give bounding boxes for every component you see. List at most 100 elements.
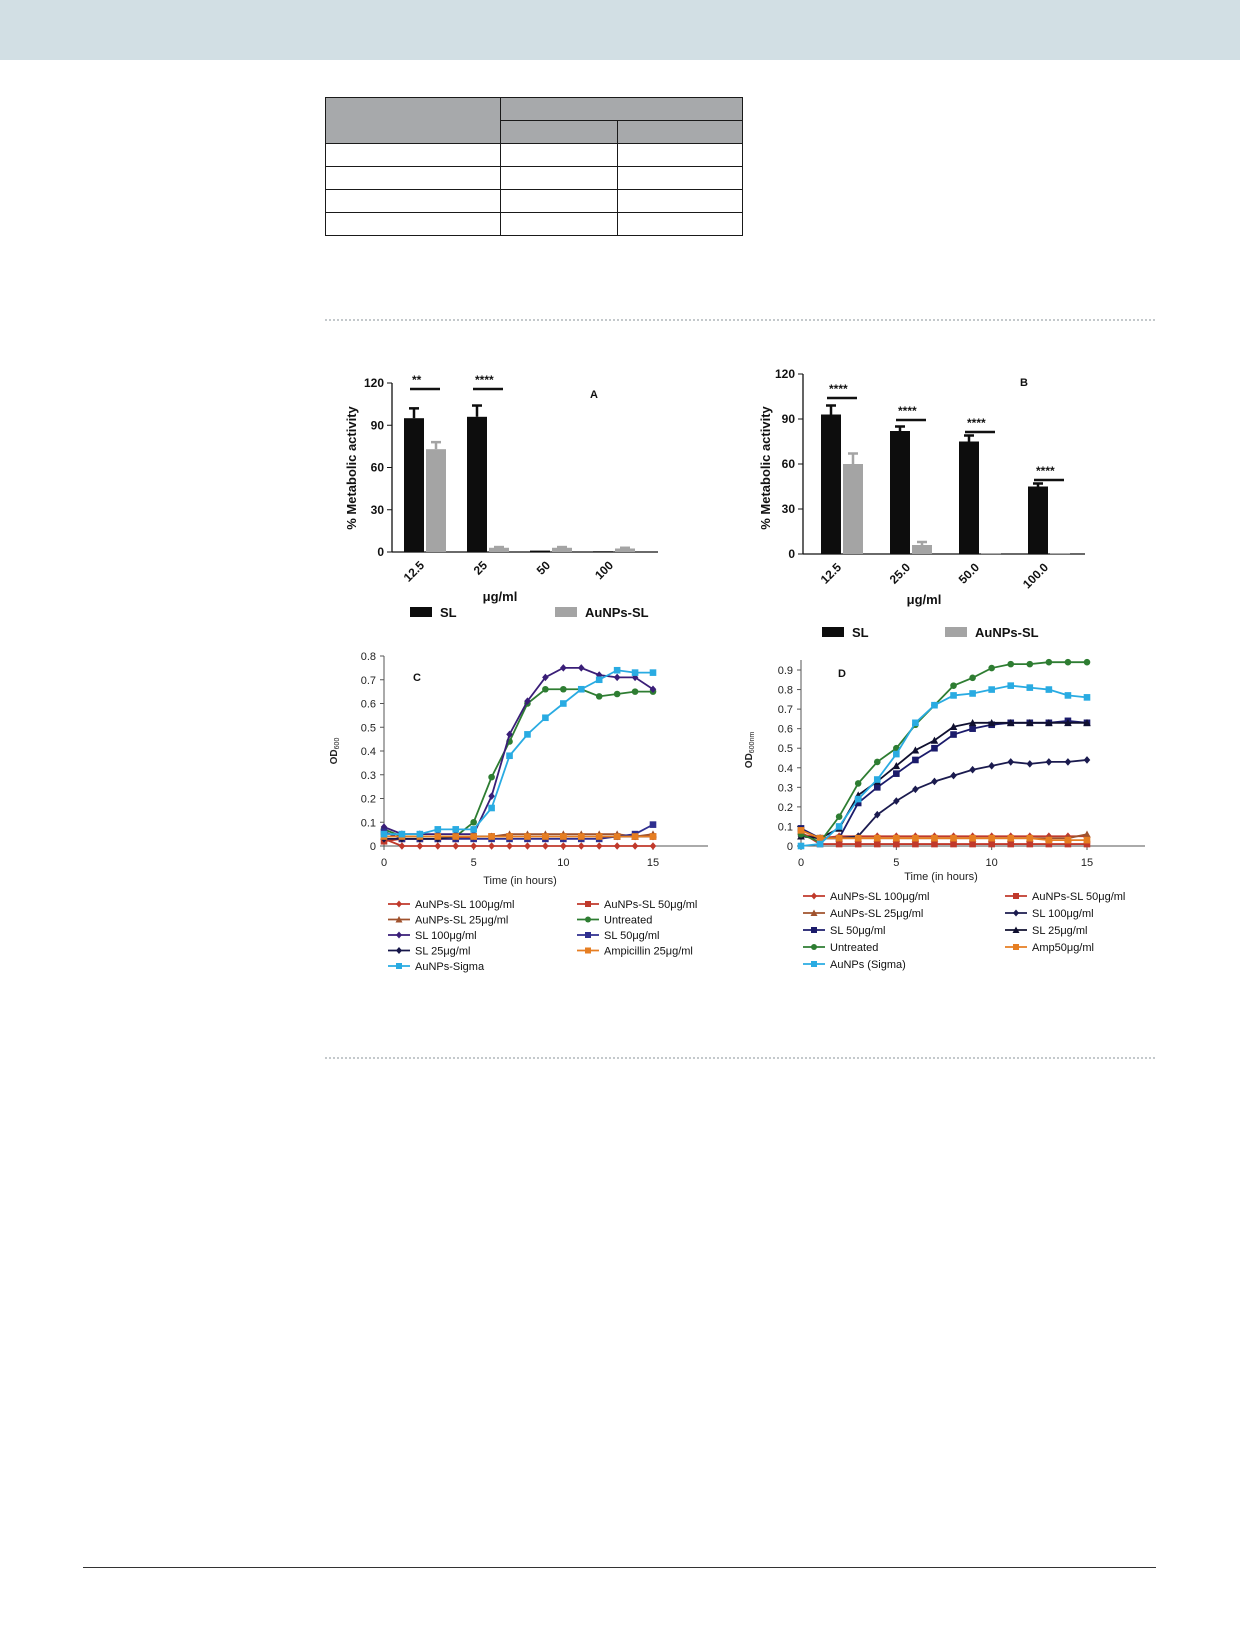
series-point	[912, 785, 919, 794]
legend-label: SL 50μg/ml	[830, 925, 885, 937]
series-point	[912, 719, 919, 727]
x-tick-label: 25	[471, 558, 491, 578]
series-point	[1006, 719, 1015, 727]
series-point	[585, 932, 591, 938]
series-point	[577, 685, 585, 693]
series-point	[1045, 658, 1053, 666]
series-point	[931, 834, 938, 842]
series-point	[1064, 758, 1072, 766]
bar	[404, 418, 424, 552]
series-point	[931, 840, 938, 848]
y-axis-title-subscript: 600nm	[749, 732, 756, 754]
legend-label: AuNPs-SL 50μg/ml	[1032, 891, 1125, 903]
x-axis-title: μg/ml	[483, 589, 518, 604]
legend-item: AuNPs-Sigma	[388, 961, 485, 973]
y-axis-title-subscript: 600	[334, 738, 341, 750]
series-point	[560, 685, 567, 693]
legend-item: SL 100μg/ml	[1005, 908, 1094, 920]
legend-label: SL 100μg/ml	[1032, 908, 1094, 920]
series-point	[797, 827, 805, 834]
series-point	[595, 693, 603, 700]
legend-label: AuNPs-SL 50μg/ml	[604, 899, 697, 911]
series-point	[893, 834, 900, 842]
series-point	[1007, 682, 1015, 689]
significance-stars: ****	[475, 373, 494, 387]
legend-item: Ampicillin 25μg/ml	[577, 946, 693, 958]
series-point	[1064, 658, 1072, 666]
series-point	[797, 842, 805, 850]
x-tick-label: 12.5	[401, 558, 428, 585]
significance-stars: ****	[1036, 464, 1055, 478]
series-point	[969, 840, 976, 848]
series-point	[395, 916, 403, 923]
series-point	[585, 916, 591, 923]
series-point	[988, 664, 995, 672]
legend-swatch	[945, 627, 967, 637]
series-point	[893, 840, 900, 848]
series-point	[595, 676, 603, 684]
x-axis-title: Time (in hours)	[904, 871, 978, 883]
series-point	[1045, 758, 1053, 766]
series-point	[949, 722, 958, 731]
series-point	[1026, 684, 1034, 691]
series-point	[488, 773, 495, 781]
series-point	[912, 834, 919, 842]
y-tick-label: 90	[782, 412, 796, 426]
y-tick-label: 0.8	[361, 651, 376, 663]
bar	[890, 431, 910, 554]
table-header-row	[325, 97, 743, 144]
series-point	[1064, 840, 1072, 848]
section-divider	[325, 1057, 1155, 1059]
x-tick-label: 5	[471, 857, 477, 869]
line-chart-c: 0 0.1 0.2 0.3 0.4 0.5 0.6 0.7 0.8 0 5 10 15 C OD600 Tim…	[329, 651, 708, 973]
series	[797, 829, 1091, 848]
legend-label: SL 50μg/ml	[604, 930, 659, 942]
series-point	[1083, 836, 1091, 844]
legend-item: Amp50μg/ml	[1005, 942, 1094, 954]
y-tick-label: 30	[782, 502, 796, 516]
series-point	[988, 834, 995, 842]
legend-item: AuNPs-SL 50μg/ml	[577, 899, 697, 911]
series-line	[800, 831, 1087, 845]
series-point	[1045, 840, 1053, 848]
y-tick-label: 120	[364, 376, 384, 390]
series-point	[452, 833, 460, 840]
series-point	[950, 731, 957, 738]
series-point	[560, 664, 567, 672]
y-tick-label: 0	[377, 545, 384, 559]
legend-item: Untreated	[803, 942, 878, 954]
significance-stars: ****	[829, 382, 848, 396]
legend-label: SL 25μg/ml	[1032, 925, 1087, 937]
series-point	[649, 669, 657, 676]
table-subheader-cell	[500, 120, 618, 144]
series-point	[854, 780, 862, 787]
series-point	[873, 776, 881, 783]
series-point	[649, 821, 657, 828]
series-point	[968, 719, 977, 727]
y-axis-title: % Metabolic activity	[344, 405, 359, 529]
series-point	[1045, 836, 1053, 844]
legend-swatch	[555, 607, 577, 617]
series-point	[1007, 834, 1015, 842]
legend-label: AuNPs-SL 25μg/ml	[415, 915, 508, 927]
legend-item: SL 100μg/ml	[388, 930, 477, 942]
footer-rule	[83, 1567, 1156, 1568]
series-point	[987, 719, 996, 727]
series-point	[1064, 692, 1072, 699]
y-tick-label: 0	[370, 841, 376, 853]
series-point	[595, 833, 603, 840]
table-row	[325, 189, 743, 213]
series-point	[1026, 719, 1034, 727]
series-point	[452, 842, 460, 850]
series-point	[1013, 893, 1019, 899]
series-line	[383, 838, 653, 847]
x-tick-label: 12.5	[818, 560, 845, 587]
series-point	[542, 714, 549, 722]
series-line	[800, 684, 1088, 847]
series-point	[506, 833, 513, 840]
series-point	[488, 792, 495, 800]
series-line	[800, 829, 1087, 842]
x-tick-label: 25.0	[887, 560, 914, 587]
series-point	[969, 674, 976, 682]
series-point	[1083, 658, 1091, 666]
